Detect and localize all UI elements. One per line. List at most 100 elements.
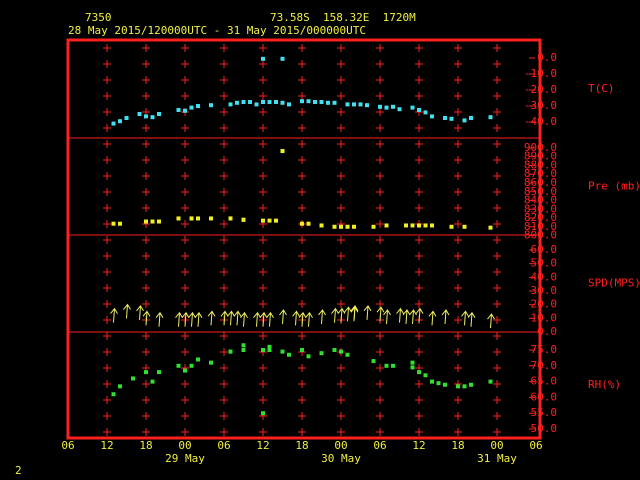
data-point [443,382,447,387]
data-point [118,384,122,389]
data-point [183,108,187,113]
wind-arrow [253,311,261,327]
data-point [358,102,363,107]
wind-arrow [227,310,235,326]
data-point [228,102,233,107]
data-point [261,348,265,353]
data-point [241,100,246,104]
data-point [287,352,291,357]
data-point [118,221,122,226]
wind-arrow [318,309,326,325]
x-tick-label: 06 [217,439,230,452]
data-point [300,348,304,353]
y-tick-label: 65.0 [531,375,558,388]
grid-line [142,44,150,436]
data-point [254,102,259,107]
wind-arrow [207,310,216,326]
data-point [111,392,116,397]
data-point [157,370,161,375]
wind-arrow [298,311,307,327]
data-point [228,216,233,221]
data-point [449,224,454,229]
data-point [384,363,389,368]
x-tick-label: 18 [295,439,308,452]
data-point [300,99,304,104]
y-tick-label: 40.0 [531,270,558,283]
wind-arrow [266,311,274,327]
x-tick-label: 00 [178,439,191,452]
grid-line [220,44,228,436]
wind-arrow [240,311,248,327]
wind-arrow [441,309,450,325]
data-point [391,363,395,368]
data-point [352,224,356,229]
data-point [306,99,311,104]
data-point [144,114,148,119]
x-tick-label: 18 [139,439,152,452]
data-point [196,216,200,221]
y-tick-label: 60.0 [531,243,558,256]
wind-arrow [194,311,203,327]
x-date-label: 30 May [321,452,361,465]
data-point [462,384,467,389]
wind-arrow [350,306,359,322]
data-point [417,370,421,375]
data-point [176,363,181,368]
data-point [410,365,415,370]
data-point [176,108,181,112]
wind-arrow [136,304,144,320]
wind-arrow [279,309,287,325]
data-point [189,216,194,221]
data-point [267,218,272,223]
y-axis-label: SPD(MPS) [588,277,640,290]
x-tick-label: 00 [490,439,503,452]
wind-arrow [428,310,437,326]
y-tick-label: 0.0 [537,325,557,338]
wind-arrow [396,307,404,323]
data-point [469,116,473,120]
plot-frame [66,38,542,440]
y-tick-label: 30.0 [531,284,558,297]
data-point [430,114,434,119]
y-tick-label: 60.0 [531,390,558,403]
wind-arrow [110,307,118,323]
y-tick-label: 10.0 [531,311,558,324]
data-point [319,351,324,356]
data-point [131,376,135,381]
data-point [332,348,337,353]
data-point [300,221,304,226]
data-point [157,219,161,224]
data-point [137,112,142,116]
data-point [313,100,317,104]
y-axis-label: RH(%) [588,378,621,391]
data-point [417,223,421,228]
wind-arrow [344,306,352,322]
data-point [378,104,382,109]
data-point [176,216,181,221]
wind-arrow [467,311,476,327]
data-point [332,224,337,229]
data-point [124,116,129,120]
wind-arrow [292,310,300,326]
data-point [241,343,246,348]
data-point [267,100,272,104]
data-point [332,100,337,105]
wind-arrow [402,309,411,325]
x-date-label: 29 May [165,452,205,465]
data-point [384,105,389,110]
data-point [189,363,194,368]
data-point [423,373,428,378]
data-point [235,100,239,105]
data-point [241,348,246,353]
data-point [384,223,389,228]
data-point [189,105,194,110]
data-point [410,105,415,110]
data-point [280,100,285,105]
data-point [404,223,408,228]
grid-line [493,44,501,436]
data-point [352,102,356,107]
wind-arrow [259,311,268,327]
data-point [287,102,291,107]
